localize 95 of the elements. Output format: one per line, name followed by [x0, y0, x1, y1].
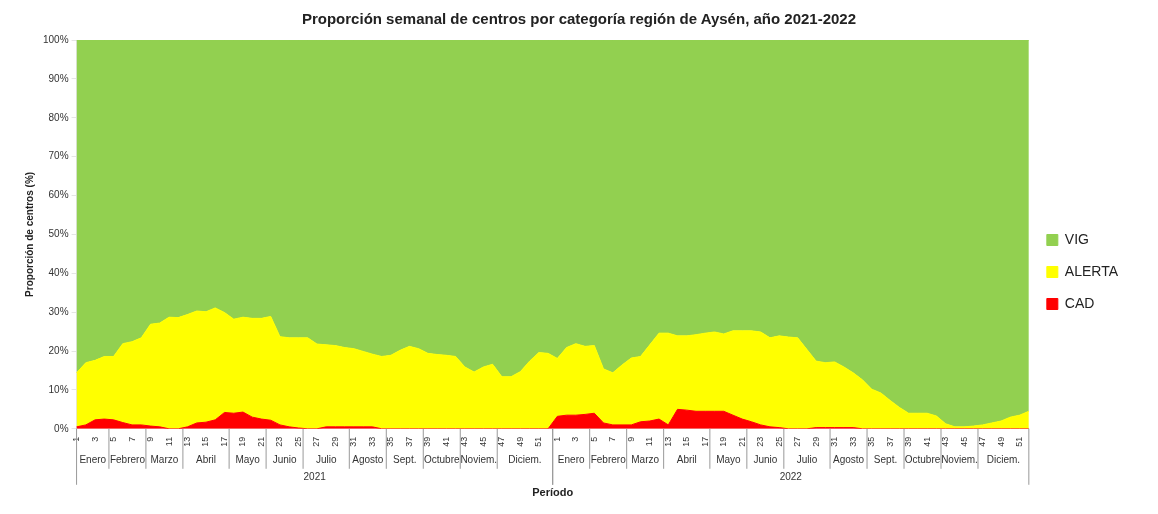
x-tick-label: 11	[644, 436, 655, 447]
y-tick-label: 100%	[43, 33, 69, 45]
text: Enero	[79, 453, 107, 465]
text: Sept.	[393, 453, 417, 465]
text: Mayo	[716, 453, 742, 465]
x-tick-label: 17	[218, 436, 229, 447]
x-tick-label: 23	[755, 436, 766, 447]
x-tick-label: 45	[477, 436, 488, 447]
x-tick-label: 27	[311, 436, 322, 447]
y-tick-label: 40%	[48, 267, 69, 279]
legend-label: CAD	[1064, 294, 1095, 311]
x-tick-label: 17	[699, 436, 710, 447]
x-tick-label: 41	[921, 436, 932, 447]
text: Diciem.	[986, 453, 1021, 465]
text: Sept.	[873, 453, 898, 465]
text: Diciem.	[508, 453, 542, 465]
x-tick-label: 25	[292, 436, 303, 447]
y-axis-title: Proporción de centros (%)	[23, 171, 35, 297]
x-tick-label: 1	[71, 436, 82, 442]
y-tick-label: 20%	[48, 344, 69, 356]
x-tick-label: 39	[422, 436, 433, 447]
x-tick-label: 47	[977, 436, 988, 447]
x-tick-label: 23	[274, 436, 285, 447]
x-tick-label: 21	[736, 436, 747, 447]
text: Junio	[753, 453, 778, 465]
y-tick-label: 30%	[48, 305, 69, 317]
x-tick-label: 11	[163, 436, 174, 447]
x-tick-label: 33	[366, 436, 377, 447]
text: Febrero	[590, 453, 627, 465]
x-tick-label: 9	[625, 436, 636, 442]
text: Marzo	[150, 453, 179, 465]
x-tick-label: 27	[792, 436, 803, 447]
x-tick-label: 51	[1014, 436, 1025, 447]
x-tick-label: 5	[588, 436, 599, 442]
text: Agosto	[832, 453, 865, 465]
text: Enero	[557, 453, 585, 465]
text: Julio	[315, 453, 337, 465]
text: Noviem.	[941, 453, 978, 465]
chart-title: Proporción semanal de centros por categoría región de Aysén, año 2021-2022	[300, 10, 858, 27]
x-tick-label: 1	[551, 436, 562, 442]
x-tick-label: 49	[995, 436, 1006, 447]
x-tick-label: 47	[496, 436, 507, 447]
x-tick-label: 29	[810, 436, 821, 447]
x-tick-label: 13	[662, 436, 673, 447]
y-tick-label: 0%	[54, 422, 69, 434]
x-tick-label: 29	[329, 436, 340, 447]
x-tick-label: 31	[348, 436, 359, 447]
x-tick-label: 19	[237, 436, 248, 447]
legend-label: VIG	[1064, 230, 1089, 247]
x-tick-label: 49	[514, 436, 525, 447]
x-tick-label: 43	[459, 436, 470, 447]
x-tick-label: 41	[440, 436, 451, 447]
y-tick-label: 50%	[48, 228, 69, 240]
x-tick-label: 37	[884, 436, 895, 447]
y-tick-label: 10%	[48, 383, 69, 395]
text: Agosto	[352, 453, 384, 465]
x-tick-label: 3	[89, 436, 100, 442]
x-tick-label: 37	[403, 436, 414, 447]
x-tick-label: 19	[718, 436, 729, 447]
text: Junio	[272, 453, 297, 465]
text: 2022	[779, 470, 803, 482]
text: Febrero	[109, 453, 146, 465]
x-tick-label: 31	[829, 436, 840, 447]
y-tick-label: 70%	[48, 150, 69, 162]
x-tick-label: 45	[958, 436, 969, 447]
x-tick-label: 3	[570, 436, 581, 442]
x-tick-label: 15	[681, 436, 692, 447]
x-tick-label: 7	[607, 436, 618, 442]
text: Abril	[676, 453, 697, 465]
y-tick-label: 80%	[48, 111, 69, 123]
x-tick-label: 33	[847, 436, 858, 447]
text: Julio	[796, 453, 818, 465]
x-tick-label: 35	[385, 436, 396, 447]
text: Octubre	[904, 453, 941, 465]
x-tick-label: 43	[940, 436, 951, 447]
text: Marzo	[631, 453, 660, 465]
legend-label: ALERTA	[1064, 262, 1119, 279]
x-tick-label: 35	[866, 436, 877, 447]
x-tick-label: 39	[903, 436, 914, 447]
x-tick-label: 15	[200, 436, 211, 447]
x-tick-label: 9	[145, 436, 156, 442]
text: Mayo	[235, 453, 261, 465]
text: Octubre	[423, 453, 460, 465]
text: 2021	[303, 470, 327, 482]
x-axis-title: Período	[532, 486, 574, 499]
text: Abril	[196, 453, 217, 465]
x-tick-label: 7	[126, 436, 137, 442]
x-tick-label: 13	[182, 436, 192, 447]
x-tick-label: 21	[255, 436, 266, 447]
x-tick-label: 5	[108, 436, 119, 442]
text: Noviem.	[460, 453, 498, 465]
x-tick-label: 25	[773, 436, 784, 447]
y-tick-label: 60%	[48, 189, 69, 201]
x-tick-label: 51	[533, 436, 544, 447]
y-tick-label: 90%	[48, 72, 69, 84]
